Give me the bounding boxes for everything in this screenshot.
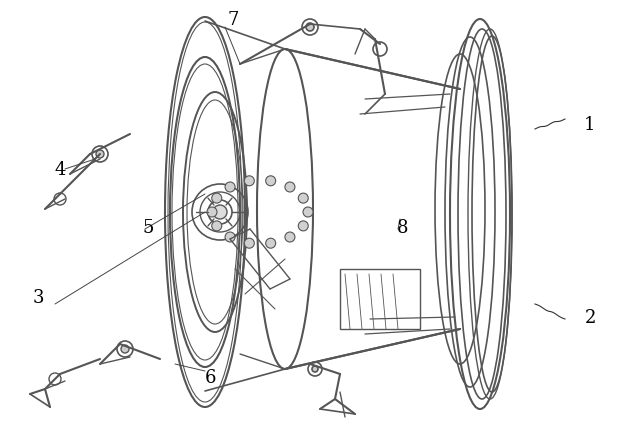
- Circle shape: [211, 221, 222, 231]
- Text: 8: 8: [396, 218, 408, 236]
- Circle shape: [244, 239, 254, 249]
- Circle shape: [225, 233, 235, 243]
- Text: 3: 3: [32, 289, 44, 306]
- Circle shape: [306, 24, 314, 32]
- Circle shape: [244, 176, 254, 186]
- Text: 4: 4: [54, 161, 66, 178]
- Text: 2: 2: [584, 308, 596, 326]
- Circle shape: [298, 194, 309, 204]
- Circle shape: [121, 345, 129, 353]
- Text: 6: 6: [204, 368, 216, 386]
- Circle shape: [285, 183, 295, 193]
- Circle shape: [266, 239, 276, 249]
- Circle shape: [207, 208, 217, 218]
- Circle shape: [96, 150, 104, 159]
- Text: 1: 1: [584, 116, 596, 134]
- Circle shape: [285, 233, 295, 243]
- Circle shape: [213, 206, 227, 219]
- Circle shape: [211, 194, 222, 204]
- Circle shape: [298, 221, 309, 231]
- Circle shape: [266, 176, 276, 186]
- Text: 7: 7: [227, 11, 239, 29]
- Text: 5: 5: [142, 218, 154, 236]
- Circle shape: [303, 208, 313, 218]
- Circle shape: [225, 183, 235, 193]
- Circle shape: [312, 366, 318, 372]
